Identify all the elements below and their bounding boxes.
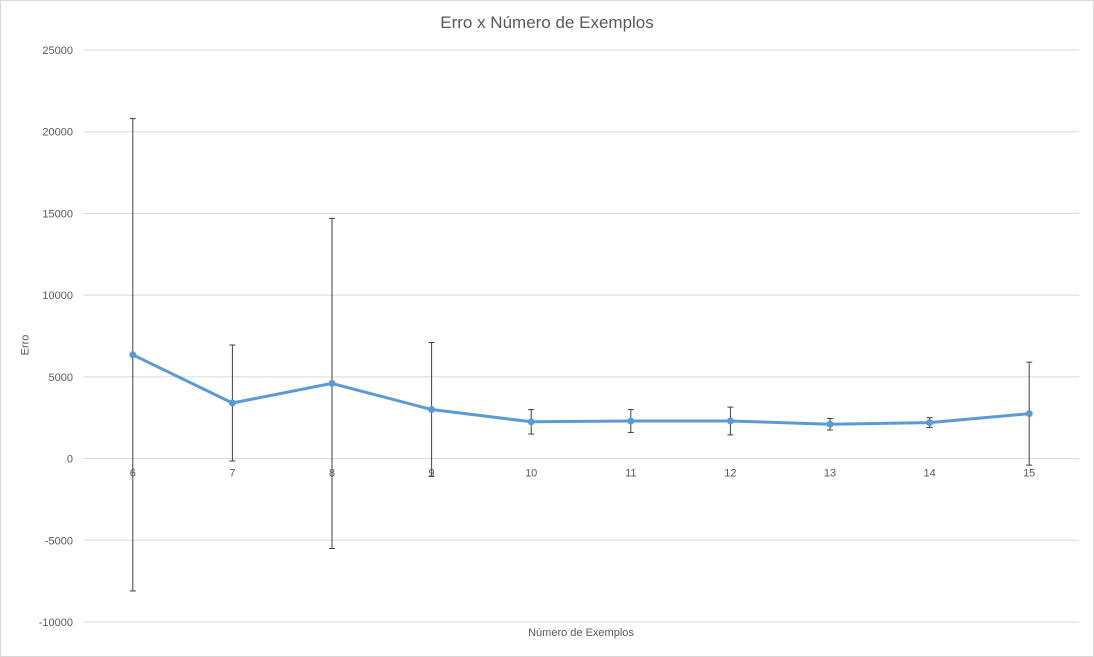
x-tick-label: 13 (824, 468, 836, 480)
x-tick-label: 10 (525, 468, 537, 480)
y-axis-title: Erro (19, 334, 32, 356)
data-series (129, 351, 1033, 428)
y-axis-tick-labels: -10000 -5000 0 5000 10000 15000 20000 25000 (39, 45, 73, 629)
x-tick-label: 12 (724, 468, 736, 480)
x-axis-tick-labels: 6 7 8 9 10 11 12 13 14 15 (130, 468, 1036, 480)
x-tick-label: 9 (429, 468, 435, 480)
x-tick-label: 6 (130, 468, 136, 480)
y-tick-label: 10000 (42, 290, 73, 302)
y-tick-label: 25000 (42, 45, 73, 57)
gridlines (83, 49, 1079, 623)
x-tick-label: 7 (229, 468, 235, 480)
y-tick-label: -5000 (45, 535, 73, 547)
data-point (726, 417, 734, 425)
y-tick-label: 20000 (42, 127, 73, 139)
series-line (131, 353, 1031, 426)
y-tick-label: -10000 (39, 617, 73, 629)
y-tick-label: 0 (67, 454, 73, 466)
x-tick-label: 14 (923, 468, 935, 480)
x-tick-label: 15 (1023, 468, 1035, 480)
chart-title: Erro x Número de Exemplos (440, 13, 654, 32)
y-tick-label: 5000 (49, 372, 73, 384)
data-point (129, 351, 137, 359)
data-point (826, 420, 834, 428)
data-point (228, 399, 236, 407)
data-point (627, 417, 635, 425)
x-tick-label: 11 (625, 468, 636, 480)
data-point (1025, 410, 1033, 418)
x-axis-title: Número de Exemplos (528, 627, 634, 639)
data-point (428, 406, 436, 414)
y-tick-label: 15000 (42, 208, 73, 220)
data-point (926, 419, 934, 427)
x-tick-label: 8 (329, 468, 335, 480)
data-point (328, 379, 336, 387)
error-bars (129, 118, 1033, 592)
data-point (527, 418, 535, 426)
